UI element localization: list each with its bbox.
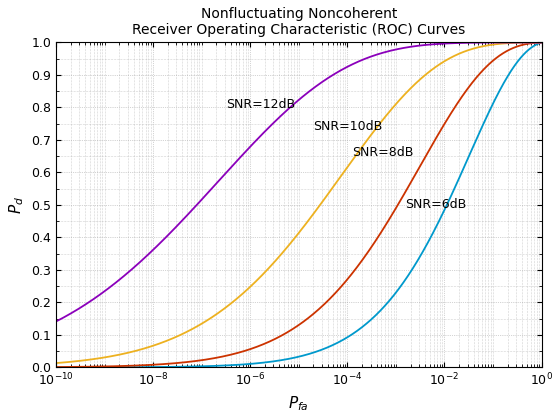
X-axis label: $P_{fa}$: $P_{fa}$: [288, 394, 309, 413]
Text: SNR=6dB: SNR=6dB: [405, 198, 467, 211]
Title: Nonfluctuating Noncoherent
Receiver Operating Characteristic (ROC) Curves: Nonfluctuating Noncoherent Receiver Oper…: [132, 7, 465, 37]
Text: SNR=10dB: SNR=10dB: [314, 121, 382, 134]
Text: SNR=8dB: SNR=8dB: [352, 147, 414, 160]
Y-axis label: $P_d$: $P_d$: [7, 196, 26, 214]
Text: SNR=12dB: SNR=12dB: [226, 98, 295, 111]
